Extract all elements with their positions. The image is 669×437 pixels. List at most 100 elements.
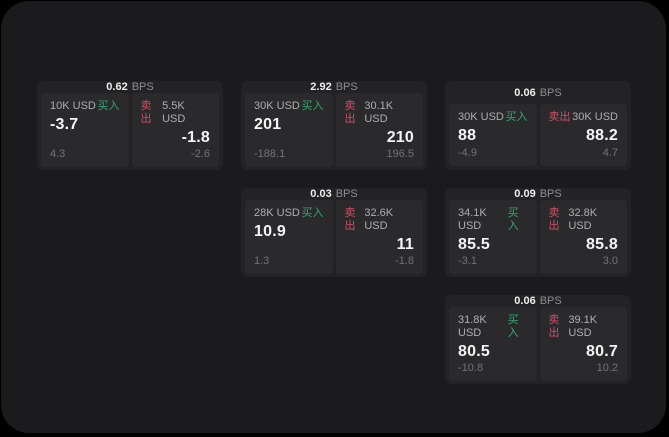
sell-top-row: 卖出 32.8K USD: [549, 207, 619, 233]
quote-card-3: 0.06 BPS 30K USD 买入 88 -4.9 卖出 30K USD: [445, 81, 631, 170]
quote-card-2: 2.92 BPS 30K USD 买入 201 -188.1 卖出 30.1K …: [241, 81, 427, 170]
sell-amount: 30K USD: [572, 111, 618, 123]
buy-panel[interactable]: 30K USD 买入 201 -188.1: [245, 93, 333, 167]
sell-price: 88.2: [586, 127, 618, 145]
card-body: 10K USD 买入 -3.7 4.3 卖出 5.5K USD -1.8 -2.…: [37, 93, 223, 171]
buy-amount: 34.1K USD: [458, 207, 487, 233]
bps-unit-label: BPS: [539, 86, 562, 99]
buy-amount: 30K USD: [458, 111, 504, 123]
buy-price: 88: [458, 127, 477, 145]
sell-panel[interactable]: 卖出 32.6K USD 11 -1.8: [335, 200, 423, 274]
card-body: 31.8K USD 买入 80.5 -10.8 卖出 39.1K USD 80.…: [445, 307, 631, 385]
sell-delta: 196.5: [386, 147, 414, 160]
quote-card-5: 0.09 BPS 34.1K USD 买入 85.5 -3.1 卖出 32.8K…: [445, 188, 631, 277]
card-body: 30K USD 买入 201 -188.1 卖出 30.1K USD 210 1…: [241, 93, 427, 171]
buy-delta: -188.1: [254, 147, 286, 160]
buy-amount: 28K USD: [254, 207, 300, 219]
bps-unit-label: BPS: [335, 81, 358, 93]
buy-delta: 1.3: [254, 254, 270, 267]
sell-panel[interactable]: 卖出 30.1K USD 210 196.5: [335, 93, 423, 167]
buy-price: 10.9: [254, 223, 286, 241]
buy-amount: 31.8K USD: [458, 314, 487, 340]
sell-panel[interactable]: 卖出 30K USD 88.2 4.7: [539, 104, 627, 166]
bps-header: 0.06 BPS: [445, 81, 631, 104]
quote-cards-grid: 0.62 BPS 10K USD 买入 -3.7 4.3 卖出 5.5K USD: [37, 81, 631, 384]
buy-side-label: 买入: [301, 100, 324, 112]
sell-price: 85.8: [586, 236, 618, 254]
buy-side-label: 买入: [507, 207, 519, 233]
buy-side-label: 买入: [301, 207, 324, 219]
sell-top-row: 卖出 32.6K USD: [345, 207, 415, 233]
sell-delta: -2.6: [191, 147, 210, 160]
buy-top-row: 30K USD 买入: [254, 100, 324, 113]
buy-delta: -10.8: [458, 361, 484, 374]
bps-header: 0.62 BPS: [37, 81, 223, 93]
buy-panel[interactable]: 28K USD 买入 10.9 1.3: [245, 200, 333, 274]
sell-amount: 39.1K USD: [568, 314, 598, 340]
sell-delta: 10.2: [596, 361, 618, 374]
buy-amount: 30K USD: [254, 100, 300, 112]
sell-delta: 4.7: [602, 146, 618, 159]
sell-price: 11: [396, 236, 414, 254]
buy-top-row: 10K USD 买入: [50, 100, 120, 113]
buy-price: 201: [254, 116, 282, 134]
buy-panel[interactable]: 30K USD 买入 88 -4.9: [449, 104, 537, 166]
bps-value: 0.62: [106, 81, 128, 93]
bps-value: 0.06: [514, 86, 536, 99]
sell-panel[interactable]: 卖出 5.5K USD -1.8 -2.6: [131, 93, 219, 167]
buy-price: 85.5: [458, 236, 490, 254]
buy-delta: 4.3: [50, 147, 66, 160]
buy-amount: 10K USD: [50, 100, 96, 112]
sell-delta: 3.0: [602, 254, 618, 267]
bps-value: 0.03: [310, 188, 332, 200]
sell-price: 210: [386, 129, 414, 147]
buy-side-label: 买入: [505, 111, 528, 123]
buy-top-row: 34.1K USD 买入: [458, 207, 528, 233]
sell-side-label: 卖出: [344, 207, 356, 233]
buy-price: -3.7: [50, 116, 79, 134]
buy-delta: -4.9: [458, 146, 477, 159]
sell-panel[interactable]: 卖出 39.1K USD 80.7 10.2: [539, 307, 627, 381]
buy-top-row: 30K USD 买入: [458, 111, 528, 124]
bps-unit-label: BPS: [539, 295, 562, 307]
bps-header: 0.06 BPS: [445, 295, 631, 307]
bps-value: 2.92: [310, 81, 332, 93]
bps-unit-label: BPS: [131, 81, 154, 93]
sell-price: 80.7: [586, 343, 618, 361]
card-body: 28K USD 买入 10.9 1.3 卖出 32.6K USD 11 -1.8: [241, 200, 427, 278]
sell-top-row: 卖出 5.5K USD: [141, 100, 211, 126]
buy-top-row: 28K USD 买入: [254, 207, 324, 220]
buy-side-label: 买入: [507, 314, 519, 340]
buy-panel[interactable]: 34.1K USD 买入 85.5 -3.1: [449, 200, 537, 274]
bps-value: 0.06: [514, 295, 536, 307]
quote-card-4: 0.03 BPS 28K USD 买入 10.9 1.3 卖出 32.6K US…: [241, 188, 427, 277]
sell-side-label: 卖出: [548, 111, 571, 123]
quote-card-1: 0.62 BPS 10K USD 买入 -3.7 4.3 卖出 5.5K USD: [37, 81, 223, 170]
buy-top-row: 31.8K USD 买入: [458, 314, 528, 340]
bps-header: 2.92 BPS: [241, 81, 427, 93]
sell-amount: 32.6K USD: [364, 207, 394, 233]
sell-top-row: 卖出 39.1K USD: [549, 314, 619, 340]
buy-panel[interactable]: 10K USD 买入 -3.7 4.3: [41, 93, 129, 167]
sell-side-label: 卖出: [548, 314, 560, 340]
sell-amount: 30.1K USD: [364, 100, 394, 126]
buy-price: 80.5: [458, 343, 490, 361]
bps-header: 0.09 BPS: [445, 188, 631, 200]
sell-delta: -1.8: [395, 254, 414, 267]
bps-header: 0.03 BPS: [241, 188, 427, 200]
bps-value: 0.09: [514, 188, 536, 200]
bps-unit-label: BPS: [335, 188, 358, 200]
card-body: 30K USD 买入 88 -4.9 卖出 30K USD 88.2 4.7: [445, 104, 631, 170]
card-body: 34.1K USD 买入 85.5 -3.1 卖出 32.8K USD 85.8…: [445, 200, 631, 278]
bps-unit-label: BPS: [539, 188, 562, 200]
buy-panel[interactable]: 31.8K USD 买入 80.5 -10.8: [449, 307, 537, 381]
sell-side-label: 卖出: [140, 100, 152, 126]
quote-card-6: 0.06 BPS 31.8K USD 买入 80.5 -10.8 卖出 39.1…: [445, 295, 631, 384]
sell-price: -1.8: [181, 129, 210, 147]
sell-panel[interactable]: 卖出 32.8K USD 85.8 3.0: [539, 200, 627, 274]
buy-side-label: 买入: [97, 100, 120, 112]
sell-side-label: 卖出: [344, 100, 356, 126]
sell-top-row: 卖出 30K USD: [549, 111, 619, 124]
sell-amount: 32.8K USD: [568, 207, 598, 233]
